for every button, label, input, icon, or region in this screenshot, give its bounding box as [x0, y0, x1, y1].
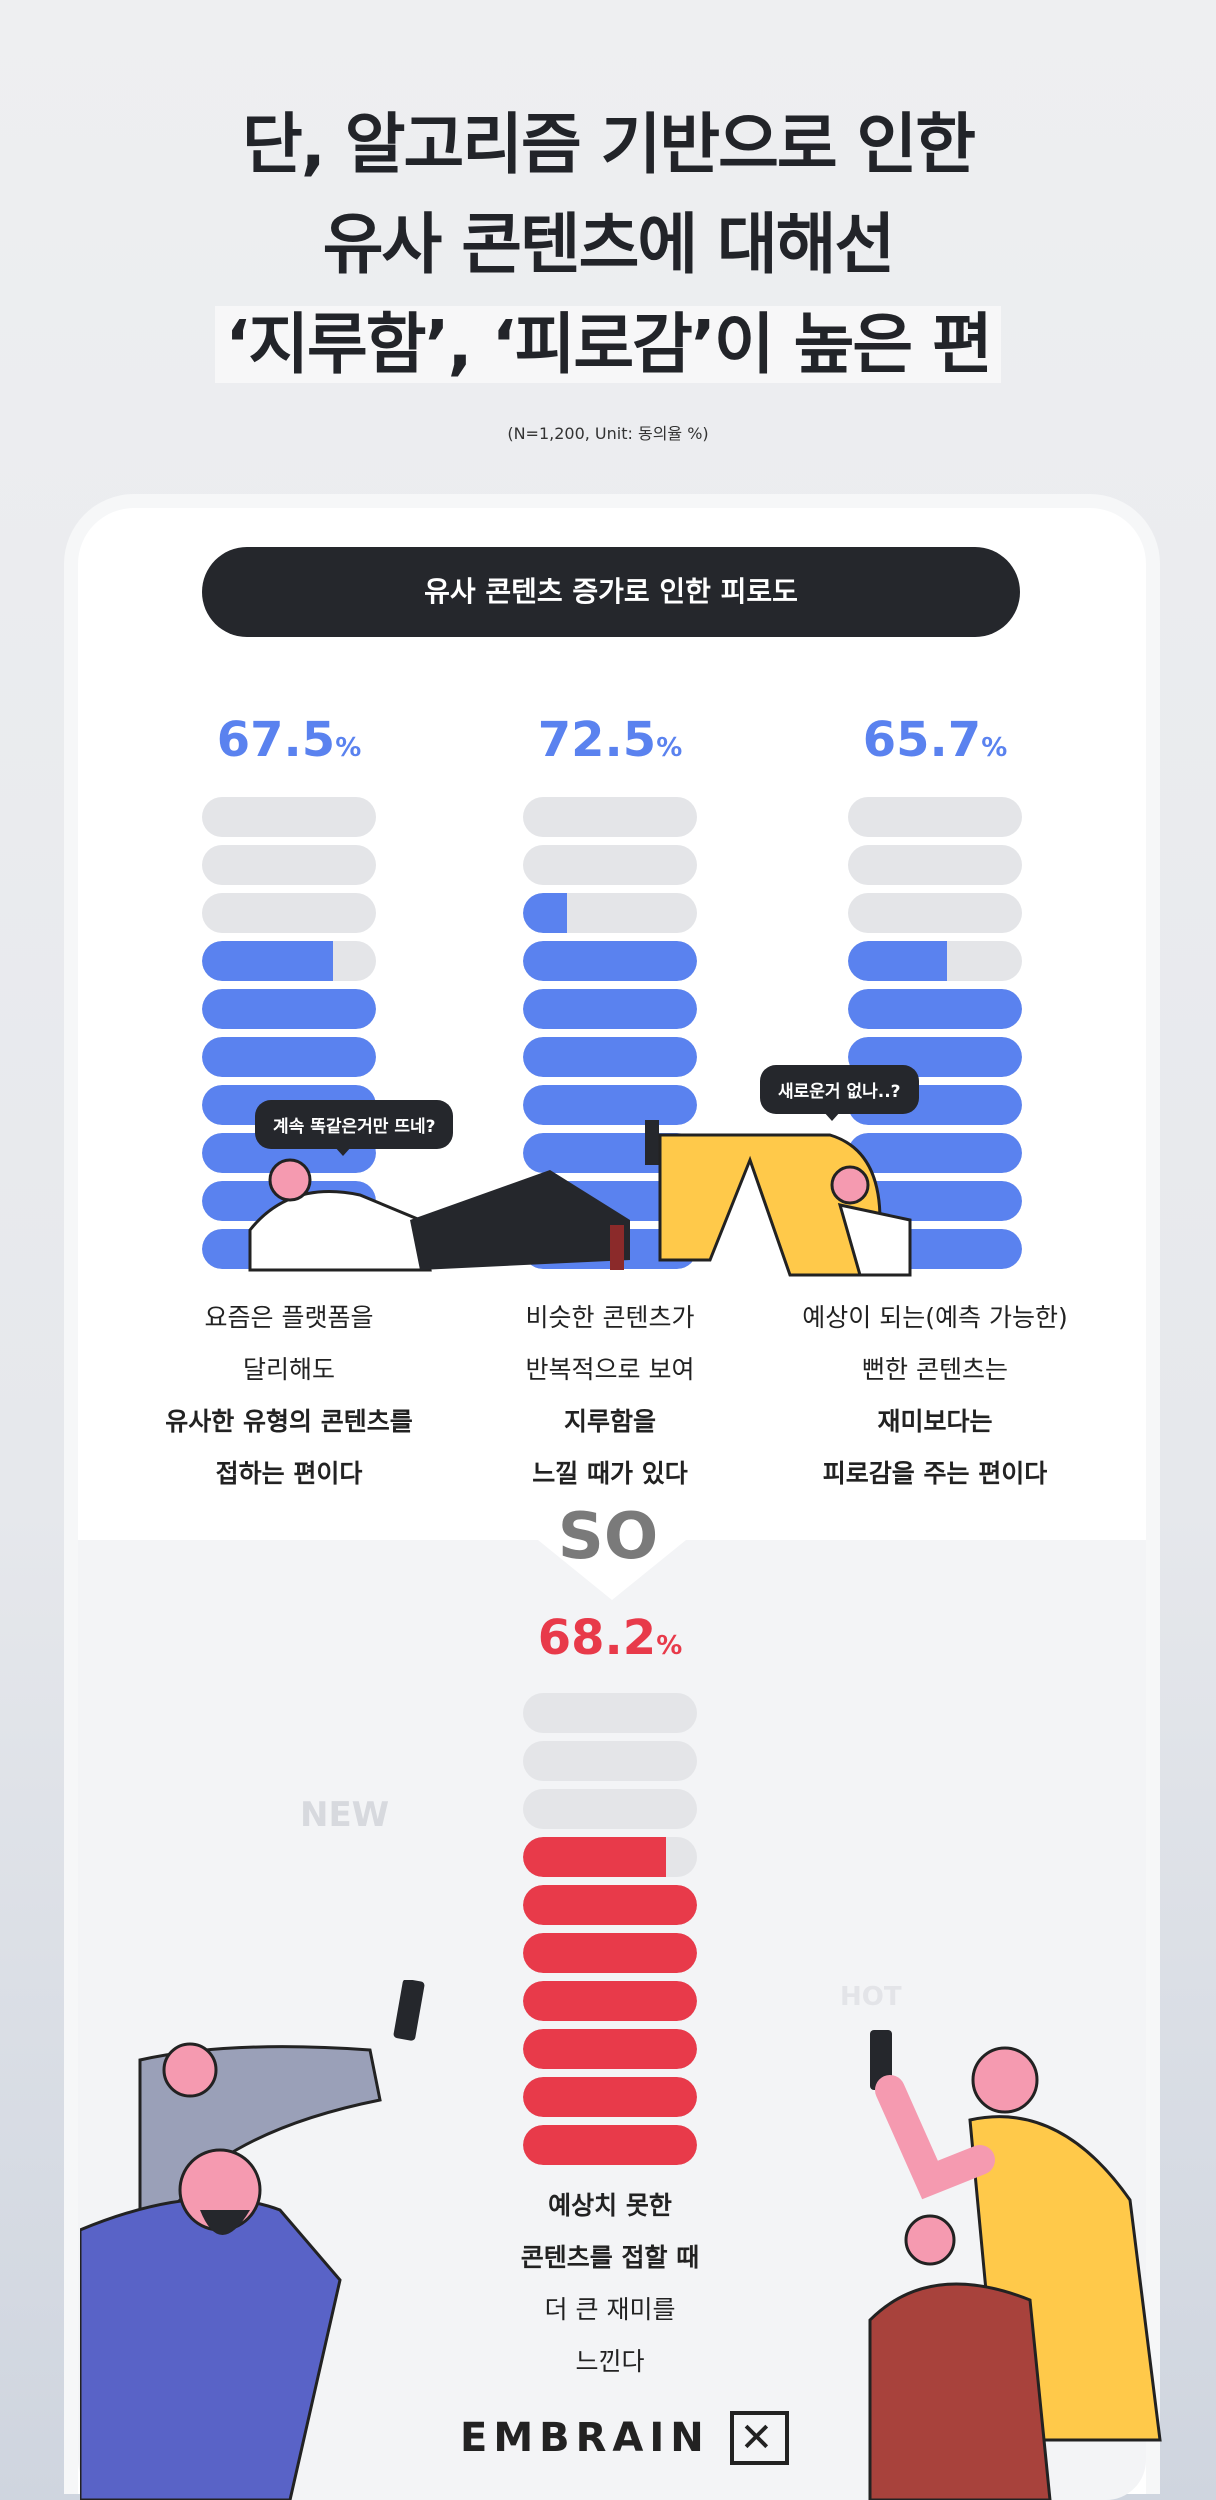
bar-fill: [523, 1037, 697, 1077]
bar-segment: [848, 989, 1022, 1029]
value-label: 68.2%: [523, 1610, 697, 1666]
bar-segment: [523, 893, 697, 933]
caption-line: 예상이 되는(예측 가능한): [802, 1303, 1068, 1332]
bar-segment: [523, 797, 697, 837]
bar-segment: [848, 845, 1022, 885]
bar-fill: [848, 1133, 1022, 1173]
bar-fill: [523, 941, 697, 981]
bar-fill: [202, 1037, 376, 1077]
bar-segment: [202, 845, 376, 885]
headline-line: ‘지루함’, ‘피로감’이 높은 편: [0, 295, 1216, 395]
bar-fill: [523, 893, 567, 933]
value-unit: %: [656, 1631, 683, 1661]
caption-line: 예상치 못한: [548, 2191, 672, 2220]
value-number: 72.5: [537, 712, 657, 768]
bar-segment: [523, 941, 697, 981]
bar-segment: [202, 941, 376, 981]
bar-fill: [523, 1085, 697, 1125]
value-number: 65.7: [862, 712, 982, 768]
headline-line: 단, 알고리즘 기반으로 인한: [242, 106, 976, 183]
value-label: 65.7%: [848, 712, 1022, 768]
bar-fill: [523, 2077, 697, 2117]
bar-segment: [202, 893, 376, 933]
bar-segment: [523, 1085, 697, 1125]
bar-segment: [523, 2029, 697, 2069]
speech-bubble: 계속 똑같은거만 뜨네?: [255, 1100, 454, 1156]
people-right-illustration: [868, 2030, 1162, 2500]
bar-segment: [523, 1693, 697, 1733]
bar-fill: [523, 1885, 697, 1925]
lying-person-illustration: [248, 1158, 630, 1272]
bar-segment: [848, 893, 1022, 933]
speech-bubble: 새로운거 없나..?: [760, 1065, 919, 1121]
caption-line: 요즘은 플랫폼을: [204, 1303, 374, 1332]
bar-segment: [523, 1837, 697, 1877]
bar-segment: [848, 1133, 1022, 1173]
bar-fill: [523, 2125, 697, 2165]
new-sticker: NEW: [300, 1795, 390, 1835]
value-unit: %: [656, 733, 683, 763]
caption-line: 더 큰 재미를: [544, 2295, 676, 2324]
caption-line: 뻔한 콘텐츠는: [862, 1355, 1008, 1384]
value-unit: %: [981, 733, 1008, 763]
people-left-illustration: [80, 1980, 425, 2500]
bar-fill: [848, 989, 1022, 1029]
bar-fill: [523, 1981, 697, 2021]
bar-segment: [523, 2125, 697, 2165]
value-number: 67.5: [216, 712, 336, 768]
bar-segment: [848, 797, 1022, 837]
logo-text: EMBRAIN: [460, 2415, 710, 2461]
caption-line: 비슷한 콘텐츠가: [525, 1303, 695, 1332]
value-unit: %: [335, 733, 362, 763]
bar-segment: [523, 989, 697, 1029]
bar-segment: [523, 1789, 697, 1829]
caption-line: 지루함을: [563, 1407, 656, 1436]
bar-fill: [202, 941, 333, 981]
value-number: 68.2: [537, 1610, 657, 1666]
caption-line: 느낄 때가 있다: [532, 1459, 688, 1488]
caption-line: 접하는 편이다: [215, 1459, 363, 1488]
value-label: 67.5%: [202, 712, 376, 768]
bar-segment: [523, 1741, 697, 1781]
bar-segment: [523, 1037, 697, 1077]
caption-line: 달리해도: [242, 1355, 335, 1384]
bar-segment: [523, 1885, 697, 1925]
embrain-logo: EMBRAIN ✕: [460, 2411, 790, 2465]
hot-sticker: HOT: [840, 1982, 902, 2012]
headline-highlight: ‘지루함’, ‘피로감’이 높은 편: [215, 306, 1001, 383]
bar-segment: [523, 1981, 697, 2021]
bar-fill: [523, 1933, 697, 1973]
logo-mark-icon: ✕: [729, 2411, 790, 2465]
sitting-person-illustration: [645, 1120, 912, 1277]
value-label: 72.5%: [523, 712, 697, 768]
bar-segment: [848, 941, 1022, 981]
bar-fill: [523, 2029, 697, 2069]
bar-segment: [523, 845, 697, 885]
headline: 단, 알고리즘 기반으로 인한 유사 콘텐츠에 대해선 ‘지루함’, ‘피로감’…: [0, 95, 1216, 395]
caption-line: 반복적으로 보여: [525, 1355, 695, 1384]
bar-fill: [202, 989, 376, 1029]
bar-segment: [523, 1933, 697, 1973]
headline-line: 유사 콘텐츠에 대해선: [322, 206, 895, 283]
caption-line: 콘텐츠를 접할 때: [520, 2243, 700, 2272]
caption-line: 느낀다: [575, 2347, 645, 2376]
bar-segment: [202, 797, 376, 837]
caption-line: 유사한 유형의 콘텐츠를: [165, 1407, 413, 1436]
bar-segment: [202, 989, 376, 1029]
sample-note: (N=1,200, Unit: 동의율 %): [507, 424, 709, 443]
caption-line: 재미보다는: [877, 1407, 993, 1436]
caption-line: 피로감을 주는 편이다: [822, 1459, 1048, 1488]
bar-fill: [848, 941, 948, 981]
section-title: 유사 콘텐츠 증가로 인한 피로도: [202, 547, 1020, 637]
bar-segment: [523, 2077, 697, 2117]
so-connector: SO: [557, 1500, 659, 1574]
bar-segment: [202, 1037, 376, 1077]
bar-fill: [523, 989, 697, 1029]
bar-fill: [523, 1837, 666, 1877]
